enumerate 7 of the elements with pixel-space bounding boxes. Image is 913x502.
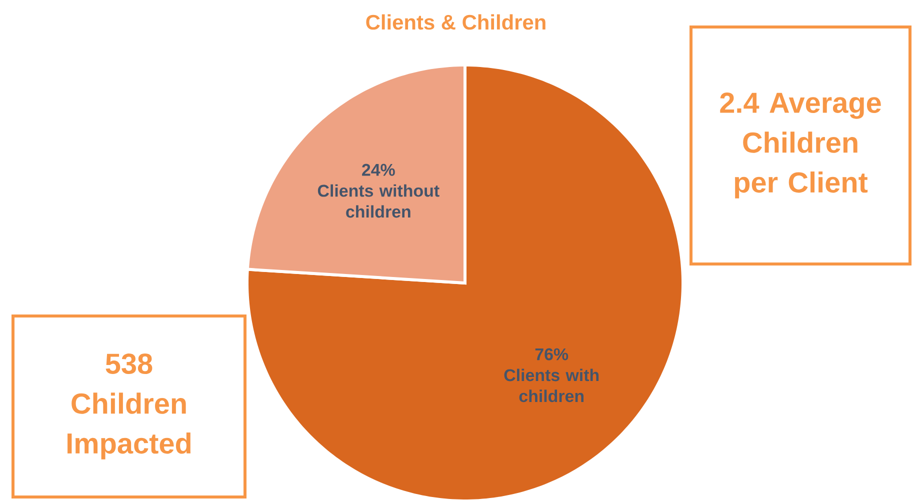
chart-title: Clients & Children (366, 14, 546, 30)
data-label: 76% (535, 348, 568, 360)
slice-label: Clients without children (318, 184, 440, 218)
text: 538 Children Impacted (68, 353, 191, 460)
data-label: 24% (362, 164, 395, 176)
text: 2.4 Average Children per Client (720, 92, 881, 198)
slice-label: Clients with children (504, 368, 599, 402)
